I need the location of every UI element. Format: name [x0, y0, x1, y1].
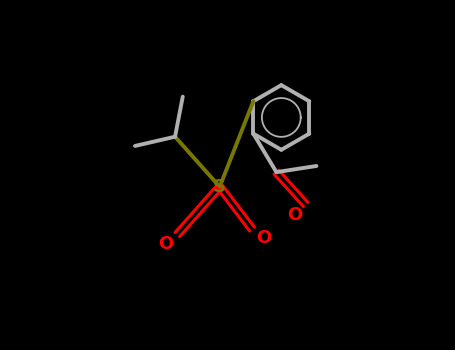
Text: S: S: [213, 178, 226, 196]
Text: O: O: [256, 229, 271, 247]
Text: O: O: [287, 206, 303, 224]
Text: O: O: [158, 235, 173, 253]
